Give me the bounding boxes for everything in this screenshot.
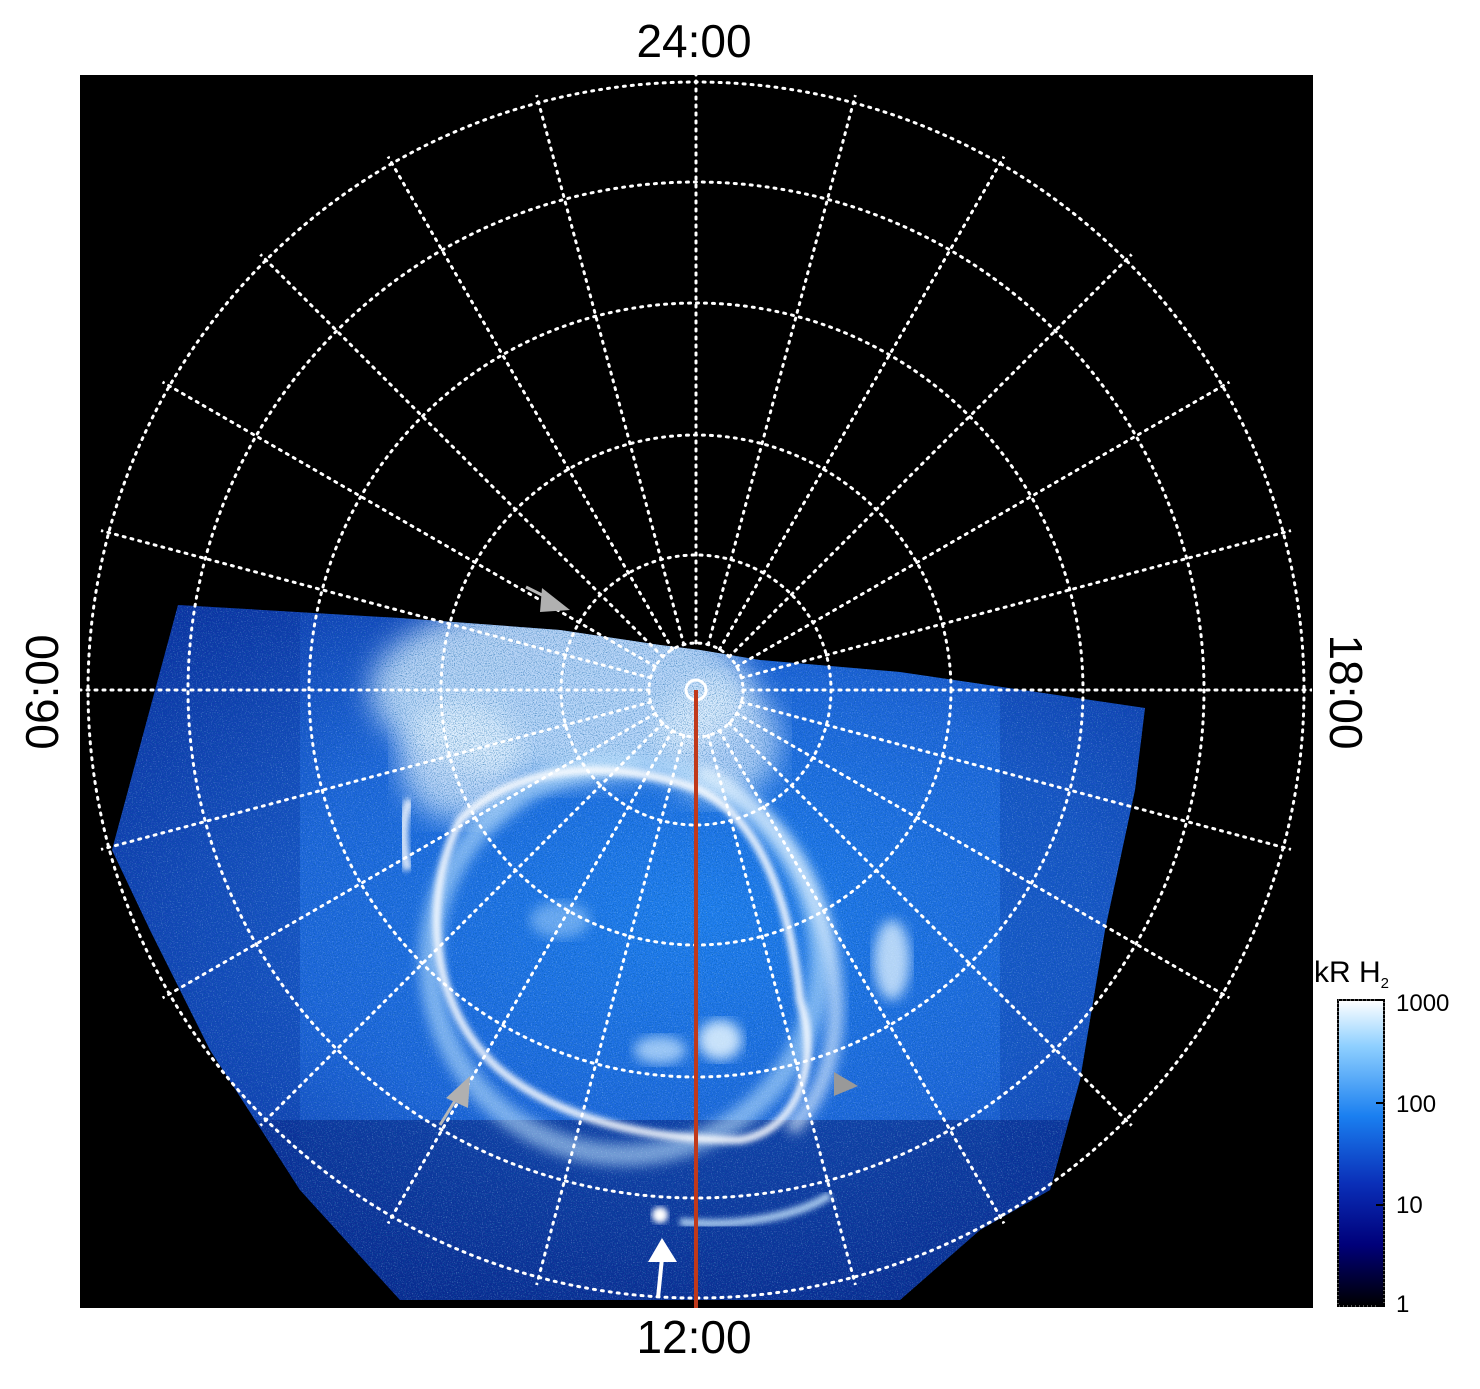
grid-meridian bbox=[534, 89, 686, 647]
local-time-label-bottom: 12:00 bbox=[636, 1311, 752, 1363]
grid-meridian bbox=[534, 733, 686, 1291]
grid-meridian bbox=[718, 729, 1008, 1229]
grid-meridian bbox=[95, 700, 653, 852]
grid-meridian bbox=[706, 89, 858, 647]
local-time-label-left: 06:00 bbox=[16, 634, 68, 750]
gray-arrow-icon bbox=[525, 585, 570, 612]
colorbar-tick-label: 100 bbox=[1396, 1091, 1437, 1118]
grid-meridian bbox=[739, 528, 1297, 680]
colorbar-ticks bbox=[1376, 999, 1384, 1307]
colorbar-tick-label: 1 bbox=[1396, 1291, 1410, 1318]
grid-meridian bbox=[384, 729, 674, 1229]
colorbar-title-subscript: 2 bbox=[1380, 975, 1390, 992]
polar-grid bbox=[80, 75, 1312, 1306]
grid-meridian bbox=[735, 378, 1235, 668]
colorbar bbox=[1337, 999, 1385, 1307]
grid-meridian bbox=[718, 151, 1008, 651]
colorbar-title: kR H2 bbox=[1314, 956, 1389, 992]
colorbar-tick-label: 1000 bbox=[1396, 990, 1450, 1017]
grid-meridian bbox=[95, 528, 653, 680]
grid-meridian bbox=[735, 712, 1235, 1002]
local-time-label-right: 18:00 bbox=[1320, 634, 1372, 750]
grid-meridian bbox=[706, 733, 858, 1291]
grid-meridian bbox=[727, 721, 1136, 1130]
white-arrow-icon bbox=[648, 1238, 677, 1299]
grid-meridian bbox=[739, 700, 1297, 852]
grid-meridian bbox=[157, 712, 657, 1002]
gray-arrow-icon bbox=[438, 1076, 470, 1126]
grid-meridian bbox=[256, 721, 665, 1130]
local-time-label-top: 24:00 bbox=[636, 15, 752, 67]
colorbar-tick-label: 10 bbox=[1396, 1192, 1423, 1219]
gray-arrowhead-icon bbox=[834, 1072, 858, 1096]
grid-meridian bbox=[157, 378, 657, 668]
grid-meridian bbox=[384, 151, 674, 651]
grid-meridian bbox=[727, 250, 1136, 659]
grid-meridian bbox=[256, 250, 665, 659]
colorbar-title-main: kR H bbox=[1314, 956, 1381, 989]
